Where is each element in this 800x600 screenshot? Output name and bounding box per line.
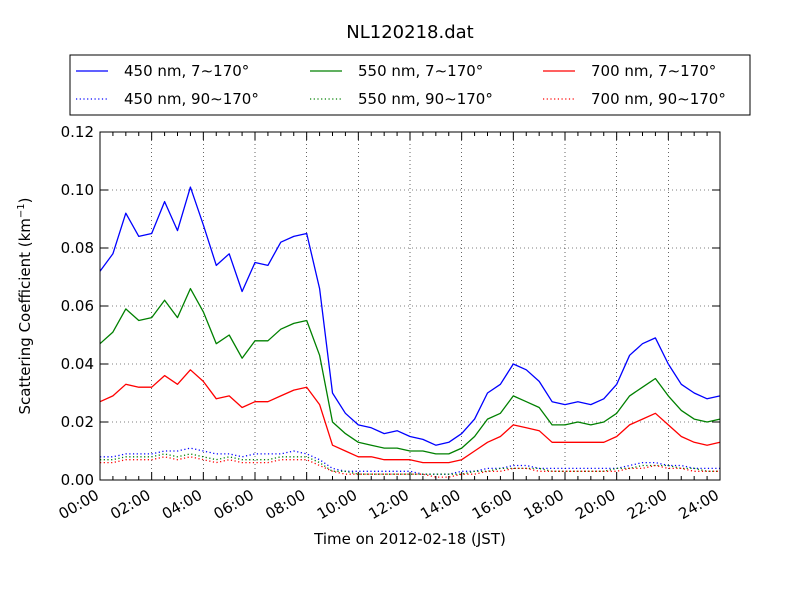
series-line	[99, 186, 721, 446]
y-axis-label-main: Scattering Coefficient (km	[16, 218, 34, 414]
legend-label: 550 nm, 7∼170°	[358, 62, 483, 80]
y-tick-label: 0.02	[61, 413, 94, 431]
legend-label: 700 nm, 90∼170°	[591, 90, 726, 108]
plot-area	[99, 131, 721, 481]
x-axis-label: Time on 2012-02-18 (JST)	[313, 530, 506, 548]
y-tick-labels: 0.00 0.02 0.04 0.06 0.08 0.10 0.12	[61, 123, 94, 489]
y-axis-label-sup: −1	[16, 203, 27, 218]
x-tick-label: 18:00	[521, 486, 567, 523]
x-tick-label: 08:00	[262, 486, 308, 523]
legend-label: 450 nm, 90∼170°	[124, 90, 259, 108]
x-tick-label: 10:00	[314, 486, 360, 523]
y-tick-label: 0.12	[61, 123, 94, 141]
y-axis-label: Scattering Coefficient (km−1)	[16, 197, 34, 414]
y-tick-label: 0.04	[61, 355, 94, 373]
x-tick-label: 16:00	[469, 486, 515, 523]
series-layer	[99, 186, 721, 478]
x-tick-label: 04:00	[159, 486, 205, 523]
x-tick-label: 12:00	[366, 486, 412, 523]
y-tick-label: 0.08	[61, 239, 94, 257]
legend-label: 550 nm, 90∼170°	[358, 90, 493, 108]
legend-label: 450 nm, 7∼170°	[124, 62, 249, 80]
grid-lines	[100, 132, 720, 480]
series-line	[99, 287, 721, 455]
series-line	[99, 369, 721, 464]
x-tick-label: 22:00	[624, 486, 670, 523]
x-tick-labels: 00:00 02:00 04:00 06:00 08:00 10:00 12:00 14:00…	[56, 486, 722, 523]
x-tick-label: 00:00	[56, 486, 102, 523]
legend: 450 nm, 7∼170° 450 nm, 90∼170° 550 nm, 7∼1…	[69, 54, 751, 116]
series-line	[100, 447, 720, 475]
x-tick-label: 20:00	[572, 486, 618, 523]
y-tick-label: 0.10	[61, 181, 94, 199]
y-tick-label: 0.00	[61, 471, 94, 489]
chart-title: NL120218.dat	[346, 22, 473, 43]
x-tick-label: 24:00	[676, 486, 722, 523]
legend-box	[69, 54, 751, 116]
x-tick-label: 14:00	[417, 486, 463, 523]
y-tick-label: 0.06	[61, 297, 94, 315]
legend-label: 700 nm, 7∼170°	[591, 62, 716, 80]
x-tick-label: 06:00	[211, 486, 257, 523]
x-tick-label: 02:00	[107, 486, 153, 523]
y-axis-label-end: )	[16, 197, 34, 203]
axis-ticks	[99, 131, 721, 481]
